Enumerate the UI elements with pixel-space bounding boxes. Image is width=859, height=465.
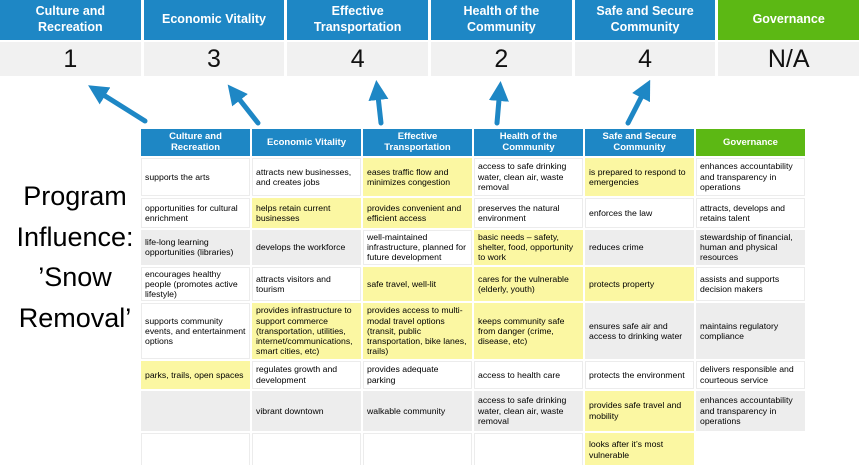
matrix-cell-r1-economic-vitality: attracts new businesses, and creates job… xyxy=(252,157,361,196)
matrix-cell-r6-health-of-the-community: access to health care xyxy=(474,360,583,389)
matrix-cell-r8-culture-and-recreation xyxy=(141,432,250,465)
scoreboard-header-governance: Governance xyxy=(718,0,859,40)
matrix-cell-r8-effective-transportation xyxy=(363,432,472,465)
scoreboard-header-safe-and-secure-community: Safe and Secure Community xyxy=(574,0,716,40)
matrix-row-5: supports community events, and entertain… xyxy=(141,303,805,359)
matrix-cell-r3-economic-vitality: develops the workforce xyxy=(252,229,361,265)
score-value-safe-and-secure-community: 4 xyxy=(574,42,716,76)
matrix-cell-r4-governance: assists and supports decision makers xyxy=(696,266,805,302)
matrix-cell-r3-culture-and-recreation: life-long learning opportunities (librar… xyxy=(141,229,250,265)
matrix-cell-r7-culture-and-recreation xyxy=(141,390,250,431)
influence-arrow-safe-secure xyxy=(625,79,651,126)
matrix-header-economic-vitality: Economic Vitality xyxy=(252,129,361,156)
matrix-header-governance: Governance xyxy=(696,129,805,156)
scoreboard-column-safe-and-secure-community: Safe and Secure Community 4 xyxy=(574,0,716,76)
matrix-row-8: looks after it’s most vulnerable xyxy=(141,432,805,465)
score-value-economic-vitality: 3 xyxy=(143,42,285,76)
matrix-header-safe-and-secure-community: Safe and Secure Community xyxy=(585,129,694,156)
scoreboard-column-culture-and-recreation: Culture and Recreation 1 xyxy=(0,0,141,76)
scoreboard-column-economic-vitality: Economic Vitality 3 xyxy=(143,0,285,76)
program-influence-title: Program Influence: ’Snow Removal’ xyxy=(16,181,134,333)
matrix-cell-r2-governance: attracts, develops and retains talent xyxy=(696,197,805,228)
matrix-cell-r6-governance: delivers responsible and courteous servi… xyxy=(696,360,805,389)
matrix-header-row: Culture and Recreation Economic Vitality E… xyxy=(141,129,805,156)
matrix-row-2: opportunities for cultural enrichment hel… xyxy=(141,197,805,228)
matrix-cell-r5-health-of-the-community: keeps community safe from danger (crime,… xyxy=(474,303,583,359)
matrix-cell-r2-health-of-the-community: preserves the natural environment xyxy=(474,197,583,228)
matrix-cell-r4-economic-vitality: attracts visitors and tourism xyxy=(252,266,361,302)
matrix-cell-r5-economic-vitality: provides infrastructure to support comme… xyxy=(252,303,361,359)
scoreboard-column-governance: Governance N/A xyxy=(718,0,859,76)
matrix-cell-r8-health-of-the-community xyxy=(474,432,583,465)
matrix-cell-r6-culture-and-recreation: parks, trails, open spaces xyxy=(141,360,250,389)
matrix-row-4: encourages healthy people (promotes acti… xyxy=(141,266,805,302)
matrix-cell-r5-safe-and-secure-community: ensures safe air and access to drinking … xyxy=(585,303,694,359)
matrix-cell-r1-effective-transportation: eases traffic flow and minimizes congest… xyxy=(363,157,472,196)
matrix-cell-r4-culture-and-recreation: encourages healthy people (promotes acti… xyxy=(141,266,250,302)
matrix-cell-r7-effective-transportation: walkable community xyxy=(363,390,472,431)
scoreboard-header-health-of-the-community: Health of the Community xyxy=(431,0,572,40)
matrix-row-7: vibrant downtown walkable community access… xyxy=(141,390,805,431)
matrix-cell-r3-governance: stewardship of financial, human and phys… xyxy=(696,229,805,265)
matrix-cell-r2-effective-transportation: provides convenient and efficient access xyxy=(363,197,472,228)
matrix-cell-r2-culture-and-recreation: opportunities for cultural enrichment xyxy=(141,197,250,228)
matrix-header-effective-transportation: Effective Transportation xyxy=(363,129,472,156)
matrix-row-1: supports the arts attracts new businesses… xyxy=(141,157,805,196)
matrix-body: supports the arts attracts new businesses… xyxy=(141,157,805,465)
matrix-table: Culture and Recreation Economic Vitality E… xyxy=(139,127,807,465)
matrix-row-6: parks, trails, open spaces regulates grow… xyxy=(141,360,805,389)
score-value-health-of-the-community: 2 xyxy=(431,42,572,76)
matrix-cell-r4-safe-and-secure-community: protects property xyxy=(585,266,694,302)
matrix-cell-r7-health-of-the-community: access to safe drinking water, clean air… xyxy=(474,390,583,431)
score-value-governance: N/A xyxy=(718,42,859,76)
matrix-cell-r7-governance: enhances accountability and transparency… xyxy=(696,390,805,431)
influence-matrix: Culture and Recreation Economic Vitality E… xyxy=(139,127,807,465)
matrix-cell-r7-safe-and-secure-community: provides safe travel and mobility xyxy=(585,390,694,431)
matrix-cell-r8-governance xyxy=(696,432,805,465)
matrix-cell-r7-economic-vitality: vibrant downtown xyxy=(252,390,361,431)
matrix-cell-r6-safe-and-secure-community: protects the environment xyxy=(585,360,694,389)
matrix-cell-r8-economic-vitality xyxy=(252,432,361,465)
matrix-cell-r5-culture-and-recreation: supports community events, and entertain… xyxy=(141,303,250,359)
scoreboard-header-effective-transportation: Effective Transportation xyxy=(287,0,429,40)
scoreboard-header-economic-vitality: Economic Vitality xyxy=(143,0,285,40)
matrix-cell-r5-governance: maintains regulatory compliance xyxy=(696,303,805,359)
matrix-cell-r8-safe-and-secure-community: looks after it’s most vulnerable xyxy=(585,432,694,465)
matrix-cell-r2-economic-vitality: helps retain current businesses xyxy=(252,197,361,228)
matrix-cell-r3-health-of-the-community: basic needs – safety, shelter, food, opp… xyxy=(474,229,583,265)
influence-arrow-health-community xyxy=(488,81,509,126)
matrix-cell-r6-effective-transportation: provides adequate parking xyxy=(363,360,472,389)
influence-arrow-economic-vitality xyxy=(227,84,261,126)
score-value-culture-and-recreation: 1 xyxy=(0,42,141,76)
matrix-row-3: life-long learning opportunities (librar… xyxy=(141,229,805,265)
influence-arrow-culture-recreation xyxy=(88,85,148,124)
matrix-header-health-of-the-community: Health of the Community xyxy=(474,129,583,156)
matrix-cell-r2-safe-and-secure-community: enforces the law xyxy=(585,197,694,228)
matrix-cell-r4-effective-transportation: safe travel, well-lit xyxy=(363,266,472,302)
scoreboard-column-effective-transportation: Effective Transportation 4 xyxy=(287,0,429,76)
matrix-cell-r1-health-of-the-community: access to safe drinking water, clean air… xyxy=(474,157,583,196)
scoreboard: Culture and Recreation 1 Economic Vitality… xyxy=(0,0,859,76)
matrix-cell-r3-safe-and-secure-community: reduces crime xyxy=(585,229,694,265)
matrix-cell-r1-culture-and-recreation: supports the arts xyxy=(141,157,250,196)
scoreboard-column-health-of-the-community: Health of the Community 2 xyxy=(431,0,572,76)
matrix-header-culture-and-recreation: Culture and Recreation xyxy=(141,129,250,156)
score-value-effective-transportation: 4 xyxy=(287,42,429,76)
matrix-cell-r1-safe-and-secure-community: is prepared to respond to emergencies xyxy=(585,157,694,196)
influence-arrow-effective-transportation xyxy=(368,80,389,126)
matrix-cell-r6-economic-vitality: regulates growth and development xyxy=(252,360,361,389)
matrix-cell-r3-effective-transportation: well-maintained infrastructure, planned … xyxy=(363,229,472,265)
matrix-cell-r4-health-of-the-community: cares for the vulnerable (elderly, youth… xyxy=(474,266,583,302)
influence-arrows xyxy=(88,79,651,126)
matrix-cell-r5-effective-transportation: provides access to multi-modal travel op… xyxy=(363,303,472,359)
scoreboard-header-culture-and-recreation: Culture and Recreation xyxy=(0,0,141,40)
matrix-cell-r1-governance: enhances accountability and transparency… xyxy=(696,157,805,196)
